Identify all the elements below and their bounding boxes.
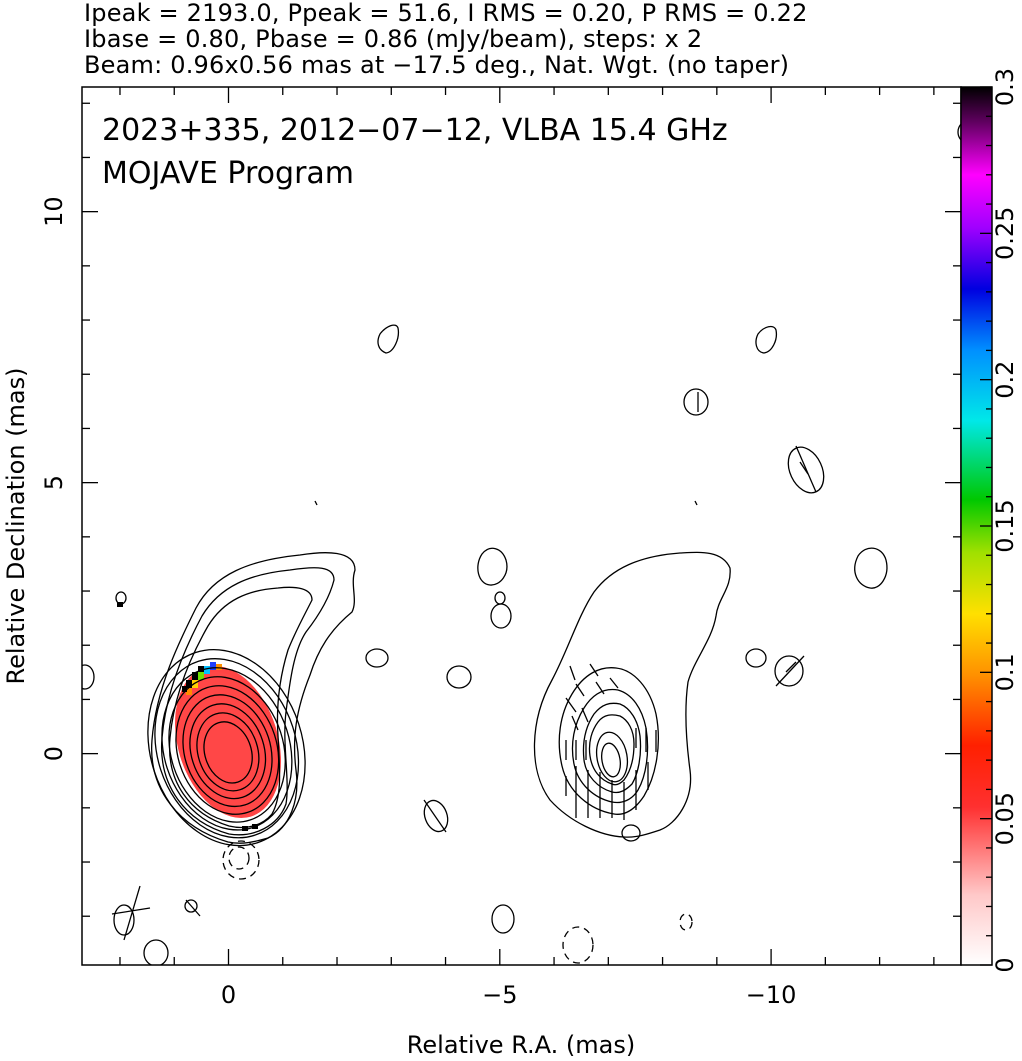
x-tick-label: −5 — [482, 981, 517, 1009]
colorbar-tick-label: 0.2 — [991, 361, 1019, 399]
x-tick-label: −10 — [746, 981, 797, 1009]
y-tick-label: 0 — [40, 746, 68, 761]
y-axis-label: Relative Declination (mas) — [2, 367, 30, 684]
intensity-outer-contours — [151, 552, 356, 844]
x-axis-ticks — [119, 87, 935, 965]
header-line-peaks: Ipeak = 2193.0, Ppeak = 51.6, I RMS = 0.… — [84, 0, 808, 27]
colorbar-tick-label: 0.1 — [991, 653, 1019, 691]
colorbar-tick-label: 0.15 — [991, 499, 1019, 552]
colorbar-tick-label: 0 — [991, 957, 1019, 972]
intensity-contour — [196, 712, 260, 792]
intensity-contour — [189, 703, 267, 800]
plot-frame — [81, 86, 962, 966]
intensity-contour — [154, 658, 300, 839]
x-tick-label: 0 — [221, 981, 236, 1009]
intensity-contour — [168, 676, 286, 823]
y-tick-label: 5 — [40, 475, 68, 490]
colorbar-tick-label: 0.3 — [991, 68, 1019, 106]
intensity-contour — [182, 694, 273, 808]
header-line-beam: Beam: 0.96x0.56 mas at −17.5 deg., Nat. … — [84, 51, 790, 79]
colorbar-ticks — [980, 86, 992, 966]
pol-fraction-colormap — [117, 602, 281, 831]
header-line-base: Ibase = 0.80, Pbase = 0.86 (mJy/beam), s… — [84, 25, 703, 53]
y-tick-label: 10 — [40, 196, 68, 227]
intensity-contour — [203, 721, 253, 784]
source-title: 2023+335, 2012−07−12, VLBA 15.4 GHz — [102, 113, 728, 148]
colorbar-tick-label: 0.25 — [991, 207, 1019, 260]
x-axis-tick-labels: 0 −5 −10 — [221, 981, 797, 1009]
program-label: MOJAVE Program — [102, 156, 354, 191]
noise-contours — [82, 123, 961, 965]
colorbar-tick-label: 0.05 — [991, 792, 1019, 845]
intensity-contours — [147, 649, 306, 847]
x-axis-label: Relative R.A. (mas) — [407, 1031, 635, 1059]
intensity-contour — [175, 685, 280, 815]
map-header: Ipeak = 2193.0, Ppeak = 51.6, I RMS = 0.… — [84, 0, 984, 78]
evpa-ticks — [565, 663, 657, 820]
negative-contours — [222, 840, 693, 964]
intensity-contour — [161, 667, 293, 831]
y-axis-tick-labels: 0 5 10 — [40, 196, 68, 761]
pol-contours — [533, 551, 731, 838]
colorbar-tick-labels: 0 0.05 0.1 0.15 0.2 0.25 0.3 — [991, 68, 1019, 973]
y-axis-ticks — [82, 102, 961, 917]
